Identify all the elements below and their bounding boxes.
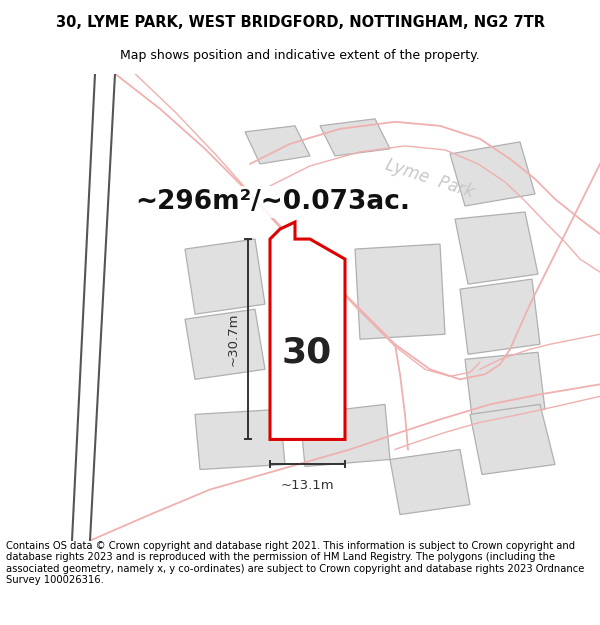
Polygon shape: [465, 352, 545, 416]
Text: Map shows position and indicative extent of the property.: Map shows position and indicative extent…: [120, 49, 480, 62]
Text: ~296m²/~0.073ac.: ~296m²/~0.073ac.: [135, 189, 410, 215]
Text: ~30.7m: ~30.7m: [227, 312, 240, 366]
Polygon shape: [245, 126, 310, 164]
Text: 30, LYME PARK, WEST BRIDGFORD, NOTTINGHAM, NG2 7TR: 30, LYME PARK, WEST BRIDGFORD, NOTTINGHA…: [56, 14, 545, 29]
Polygon shape: [320, 119, 390, 156]
Text: Lyme  Park: Lyme Park: [383, 156, 476, 202]
Polygon shape: [470, 404, 555, 474]
Polygon shape: [455, 212, 538, 284]
Polygon shape: [450, 142, 535, 206]
Polygon shape: [195, 409, 285, 469]
Polygon shape: [185, 239, 265, 314]
Polygon shape: [270, 222, 345, 439]
Polygon shape: [300, 404, 390, 466]
Polygon shape: [355, 244, 445, 339]
Text: 30: 30: [282, 335, 332, 369]
Text: Contains OS data © Crown copyright and database right 2021. This information is : Contains OS data © Crown copyright and d…: [6, 541, 584, 586]
Polygon shape: [185, 309, 265, 379]
Polygon shape: [460, 279, 540, 354]
Text: ~13.1m: ~13.1m: [281, 479, 334, 491]
Polygon shape: [390, 449, 470, 514]
